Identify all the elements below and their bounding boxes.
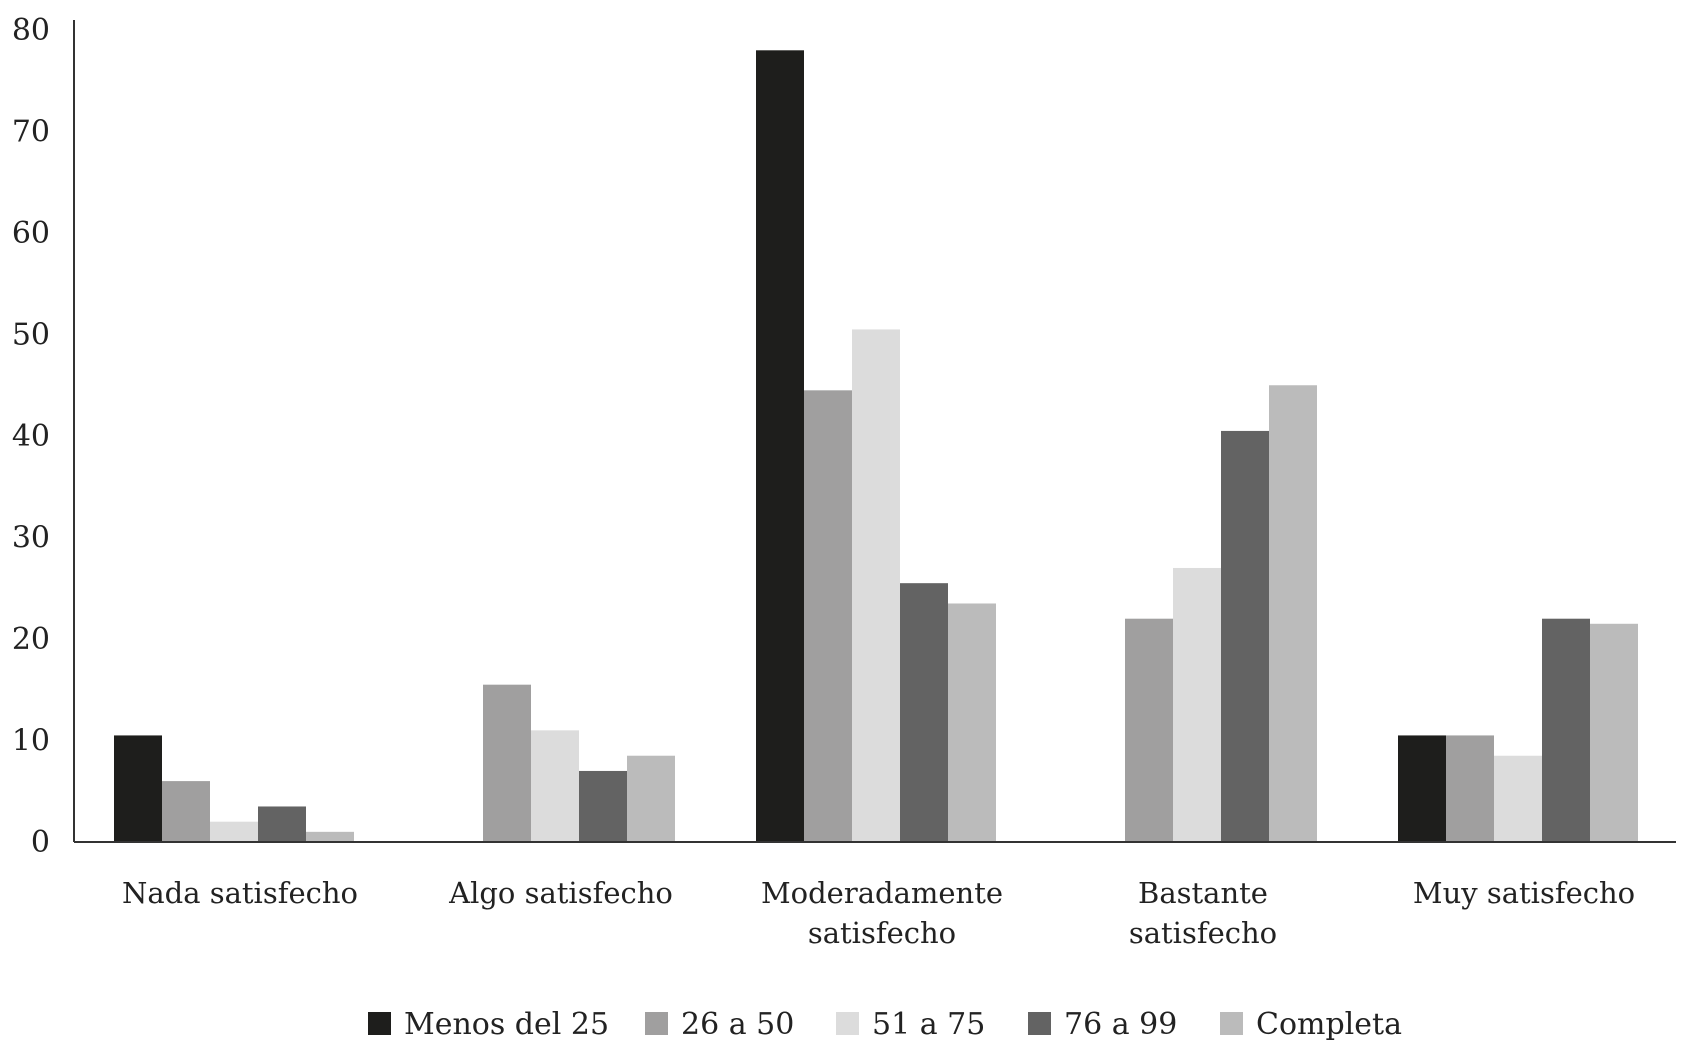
bar — [852, 329, 900, 842]
legend-label: 76 a 99 — [1064, 1007, 1177, 1042]
bar — [114, 735, 162, 842]
bar — [531, 730, 579, 842]
legend: Menos del 25 26 a 50 51 a 75 76 a 99 Complet… — [368, 1007, 1402, 1042]
legend-swatch — [1220, 1012, 1243, 1035]
bar — [756, 50, 804, 843]
bar — [900, 583, 948, 842]
bar — [1590, 623, 1638, 842]
bar — [306, 831, 354, 842]
y-tick-label: 60 — [12, 216, 50, 251]
bar — [258, 806, 306, 842]
y-tick-label: 0 — [31, 825, 50, 860]
x-category-label: Moderadamente — [761, 876, 1003, 910]
bar — [1446, 735, 1494, 842]
legend-label: Menos del 25 — [404, 1007, 609, 1042]
y-tick-label: 20 — [12, 622, 50, 657]
legend-swatch — [836, 1012, 859, 1035]
bar — [162, 781, 210, 842]
legend-swatch — [645, 1012, 668, 1035]
bar — [210, 821, 258, 842]
bar — [804, 390, 852, 842]
x-category-label: satisfecho — [808, 916, 956, 950]
bar — [579, 770, 627, 842]
bar — [627, 755, 675, 842]
bar — [948, 603, 996, 842]
bar — [483, 684, 531, 842]
x-category-label: Nada satisfecho — [122, 876, 358, 910]
legend-label: 51 a 75 — [872, 1007, 985, 1042]
x-category-label: Algo satisfecho — [448, 876, 673, 910]
y-axis-ticks: 0 10 20 30 40 50 60 70 80 — [12, 13, 50, 860]
y-tick-label: 10 — [12, 724, 50, 759]
bars — [114, 50, 1638, 843]
y-tick-label: 80 — [12, 13, 50, 48]
bar — [1494, 755, 1542, 842]
bar — [1269, 385, 1317, 842]
y-tick-label: 40 — [12, 419, 50, 454]
x-category-label: Bastante — [1138, 876, 1268, 910]
bar — [1125, 618, 1173, 842]
legend-label: Completa — [1256, 1007, 1402, 1042]
x-axis-labels: Nada satisfecho Algo satisfecho Moderadame… — [122, 876, 1635, 950]
y-tick-label: 30 — [12, 521, 50, 556]
legend-swatch — [368, 1012, 391, 1035]
x-category-label: Muy satisfecho — [1413, 876, 1635, 910]
x-category-label: satisfecho — [1129, 916, 1277, 950]
legend-label: 26 a 50 — [681, 1007, 794, 1042]
bar — [1173, 567, 1221, 842]
bar — [1398, 735, 1446, 842]
y-tick-label: 70 — [12, 115, 50, 150]
y-tick-label: 50 — [12, 318, 50, 353]
bar — [1221, 430, 1269, 842]
bar — [1542, 618, 1590, 842]
legend-swatch — [1028, 1012, 1051, 1035]
